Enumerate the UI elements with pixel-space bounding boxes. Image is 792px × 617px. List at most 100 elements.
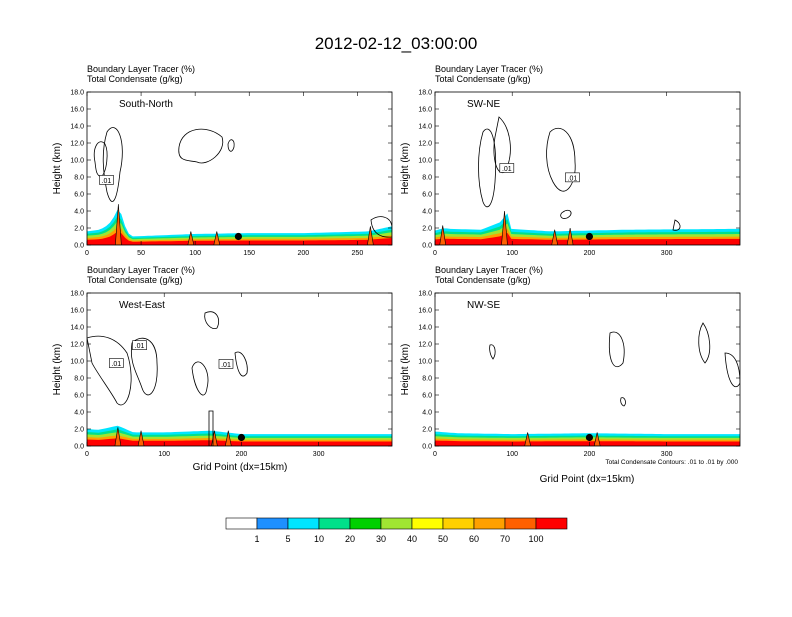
ytick-label: 2.0	[422, 226, 432, 233]
ytick-label: 2.0	[74, 427, 84, 434]
colorbar-swatch-1	[225, 517, 258, 530]
ytick-label: 0.0	[422, 444, 432, 451]
contour-label-1: .01	[102, 178, 112, 185]
condensate-contour-1	[87, 335, 132, 406]
panel-sw-ne: Boundary Layer Tracer (%)Total Condensat…	[400, 64, 741, 257]
colorbar-swatch-2	[256, 517, 289, 530]
plot-frame	[86, 292, 393, 447]
ytick-label: 16.0	[70, 107, 84, 114]
colorbar-swatch-4	[318, 517, 351, 530]
ytick-label: 2.0	[422, 427, 432, 434]
colorbar-swatch-3	[287, 517, 320, 530]
ytick-label: 6.0	[74, 393, 84, 400]
tracer-spike-3	[551, 229, 558, 245]
x-axis-labels: Grid Point (dx=15km) Grid Point (dx=15km…	[193, 459, 739, 485]
colorbar-swatch-10	[504, 517, 537, 530]
colorbar-label-50: 50	[438, 534, 448, 544]
ytick-label: 10.0	[418, 359, 432, 366]
tracer-spike-1	[439, 225, 447, 245]
colorbar-label-30: 30	[376, 534, 386, 544]
condensate-contour-5	[620, 397, 626, 407]
tracer-spike-2	[501, 210, 508, 245]
contour-label-box-2	[132, 340, 147, 351]
field-label-condensate: Total Condensate (g/kg)	[435, 275, 531, 285]
ytick-label: 8.0	[74, 175, 84, 182]
ylabel: Height (km)	[52, 143, 63, 195]
tracer-layer-5	[87, 438, 392, 446]
condensate-contour-1	[489, 344, 496, 360]
plot-frame	[434, 91, 741, 246]
colorbar-label-100: 100	[528, 534, 543, 544]
colorbar-label-40: 40	[407, 534, 417, 544]
xtick-label: 100	[506, 451, 518, 458]
condensate-contour-4	[724, 352, 740, 388]
ytick-label: 8.0	[422, 376, 432, 383]
panel-west-east: Boundary Layer Tracer (%)Total Condensat…	[52, 265, 393, 458]
tracer-spike-1	[524, 432, 531, 446]
xtick-label: 200	[584, 451, 596, 458]
field-label-tracer: Boundary Layer Tracer (%)	[435, 265, 543, 275]
ytick-label: 0.0	[74, 444, 84, 451]
panels: Boundary Layer Tracer (%)Total Condensat…	[52, 64, 741, 458]
tracer-spike-4	[367, 226, 374, 245]
panel-south-north: Boundary Layer Tracer (%)Total Condensat…	[52, 64, 393, 257]
ylabel: Height (km)	[400, 344, 411, 396]
xtick-label: 300	[661, 250, 673, 257]
condensate-contour-6	[208, 410, 214, 446]
location-marker	[234, 232, 243, 241]
tracer-spike-2	[137, 430, 145, 446]
tracer-spike-1	[114, 427, 122, 446]
condensate-contour-2	[102, 127, 123, 202]
ytick-label: 18.0	[418, 291, 432, 298]
location-marker	[585, 232, 594, 241]
xtick-label: 0	[85, 250, 89, 257]
ytick-label: 14.0	[70, 124, 84, 131]
xtick-label: 0	[433, 451, 437, 458]
condensate-contour-5	[234, 351, 248, 377]
panel-nw-se: Boundary Layer Tracer (%)Total Condensat…	[400, 265, 741, 458]
xtick-label: 200	[584, 250, 596, 257]
condensate-contour-4	[204, 311, 220, 330]
colorbar-swatch-7	[411, 517, 444, 530]
ytick-label: 0.0	[74, 243, 84, 250]
ylabel: Height (km)	[400, 143, 411, 195]
condensate-contour-3	[191, 361, 209, 396]
tracer-layer-5	[87, 231, 392, 245]
ytick-label: 14.0	[70, 325, 84, 332]
ytick-label: 10.0	[70, 158, 84, 165]
field-label-tracer: Boundary Layer Tracer (%)	[87, 265, 195, 275]
colorbar-swatch-8	[442, 517, 475, 530]
xtick-label: 200	[297, 250, 309, 257]
contour-label-3: .01	[221, 362, 231, 369]
ytick-label: 6.0	[422, 192, 432, 199]
region-name: SW-NE	[467, 99, 500, 110]
ylabel: Height (km)	[52, 344, 63, 396]
colorbar-label-20: 20	[345, 534, 355, 544]
xtick-label: 150	[243, 250, 255, 257]
condensate-contour-4	[560, 209, 572, 219]
colorbar-label-1: 1	[254, 534, 259, 544]
field-label-condensate: Total Condensate (g/kg)	[87, 74, 183, 84]
location-marker	[585, 433, 594, 442]
xtick-label: 0	[433, 250, 437, 257]
condensate-contour-2	[130, 337, 158, 396]
colorbar-swatch-6	[380, 517, 413, 530]
plot-area	[435, 322, 740, 446]
xtick-label: 50	[137, 250, 145, 257]
ytick-label: 14.0	[418, 325, 432, 332]
field-label-condensate: Total Condensate (g/kg)	[435, 74, 531, 84]
ytick-label: 16.0	[418, 107, 432, 114]
field-label-tracer: Boundary Layer Tracer (%)	[435, 64, 543, 74]
condensate-contour-2	[608, 331, 625, 368]
contour-label-box-3	[218, 359, 234, 369]
tracer-spike-4	[566, 227, 574, 245]
ytick-label: 10.0	[418, 158, 432, 165]
condensate-contour-3	[698, 322, 711, 364]
plot-area: .01 .01 .01	[87, 311, 392, 446]
ytick-label: 6.0	[422, 393, 432, 400]
location-marker	[237, 433, 246, 442]
condensate-contour-1	[478, 128, 497, 208]
plot-area: .01 .01	[435, 116, 740, 245]
contour-note: Total Condensate Contours: .01 to .01 by…	[605, 459, 738, 466]
